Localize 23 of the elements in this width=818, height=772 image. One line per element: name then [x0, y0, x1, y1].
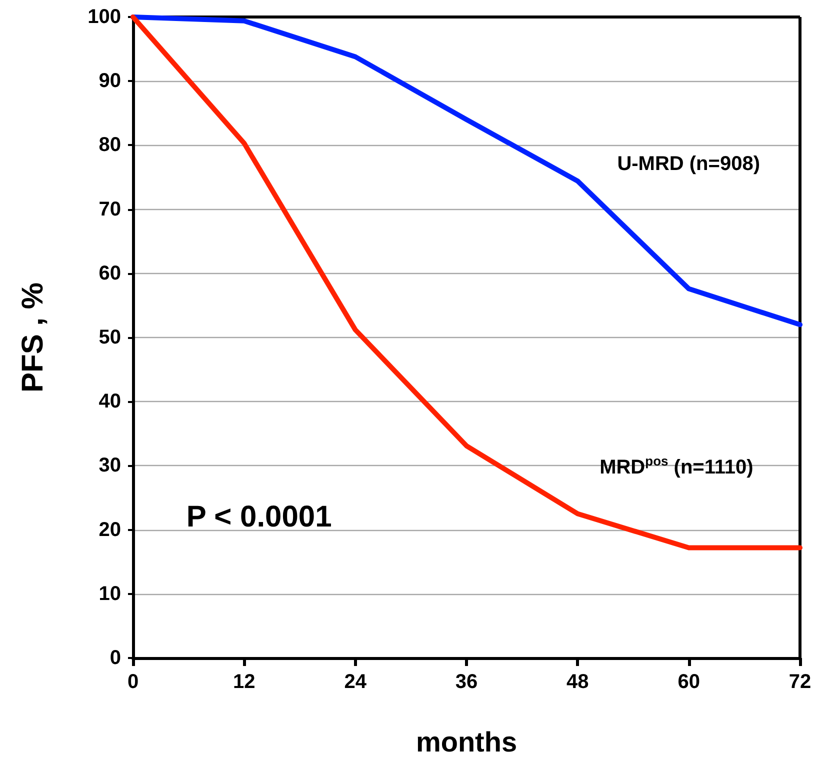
- y-tick-label: 70: [98, 198, 121, 220]
- x-tick-label: 60: [678, 671, 700, 693]
- y-tick-label: 100: [88, 6, 121, 28]
- y-tick-label: 40: [98, 390, 121, 413]
- y-tick-label: 60: [98, 262, 121, 284]
- series-label: U-MRD (n=908): [617, 153, 760, 176]
- x-tick-label: 24: [344, 671, 368, 693]
- x-tick-label: 0: [127, 671, 139, 693]
- x-tick-label: 12: [233, 671, 256, 693]
- y-tick-label: 20: [98, 518, 121, 541]
- x-tick-label: 48: [566, 671, 589, 693]
- y-tick-label: 10: [98, 582, 121, 605]
- x-axis-title: months: [416, 726, 518, 758]
- y-tick-label: 90: [98, 70, 121, 92]
- text: MRD$^{pos}$ (n=1110): [600, 453, 754, 478]
- y-tick-label: 50: [98, 326, 121, 348]
- annotation: P < 0.0001: [186, 500, 332, 534]
- y-tick-label: 0: [110, 647, 121, 669]
- y-tick-label: 80: [98, 134, 121, 156]
- x-tick-label: 36: [455, 671, 478, 693]
- x-tick-label: 72: [788, 671, 812, 693]
- y-axis-title: PFS , %: [16, 282, 50, 393]
- y-tick-label: 30: [98, 454, 121, 477]
